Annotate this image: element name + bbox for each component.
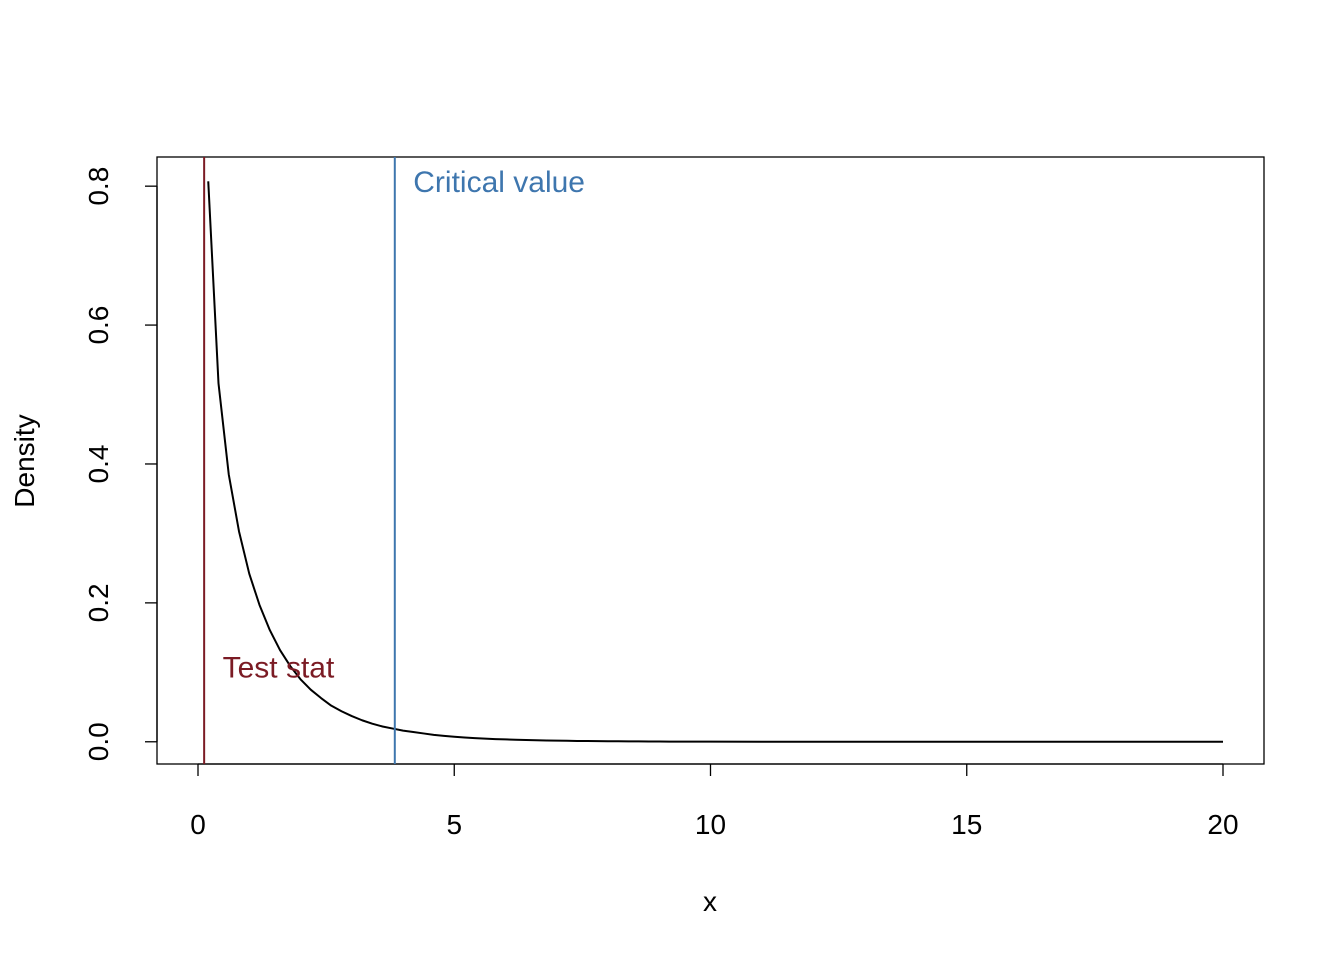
critical-value-label: Critical value — [413, 166, 585, 199]
x-tick-label: 5 — [446, 809, 462, 840]
density-curve — [207, 181, 1223, 743]
y-axis: 0.0 0.2 0.4 0.6 0.8 — [83, 167, 158, 761]
x-axis: 0 5 10 15 20 — [190, 763, 1239, 840]
y-tick-label: 0.6 — [83, 306, 114, 345]
y-tick-label: 0.2 — [83, 583, 114, 622]
x-tick-label: 0 — [190, 809, 206, 840]
vline-layer — [203, 157, 396, 764]
x-tick-label: 20 — [1207, 809, 1238, 840]
y-tick-label: 0.8 — [83, 167, 114, 206]
x-tick-label: 15 — [951, 809, 982, 840]
y-tick-label: 0.4 — [83, 445, 114, 484]
annotation-layer: Test stat Critical value — [223, 166, 585, 684]
y-tick-label: 0.0 — [83, 722, 114, 761]
x-tick-label: 10 — [695, 809, 726, 840]
test-stat-label: Test stat — [223, 651, 335, 684]
y-axis-label: Density — [9, 414, 40, 507]
series-layer — [207, 181, 1223, 743]
x-axis-label: x — [703, 886, 717, 917]
